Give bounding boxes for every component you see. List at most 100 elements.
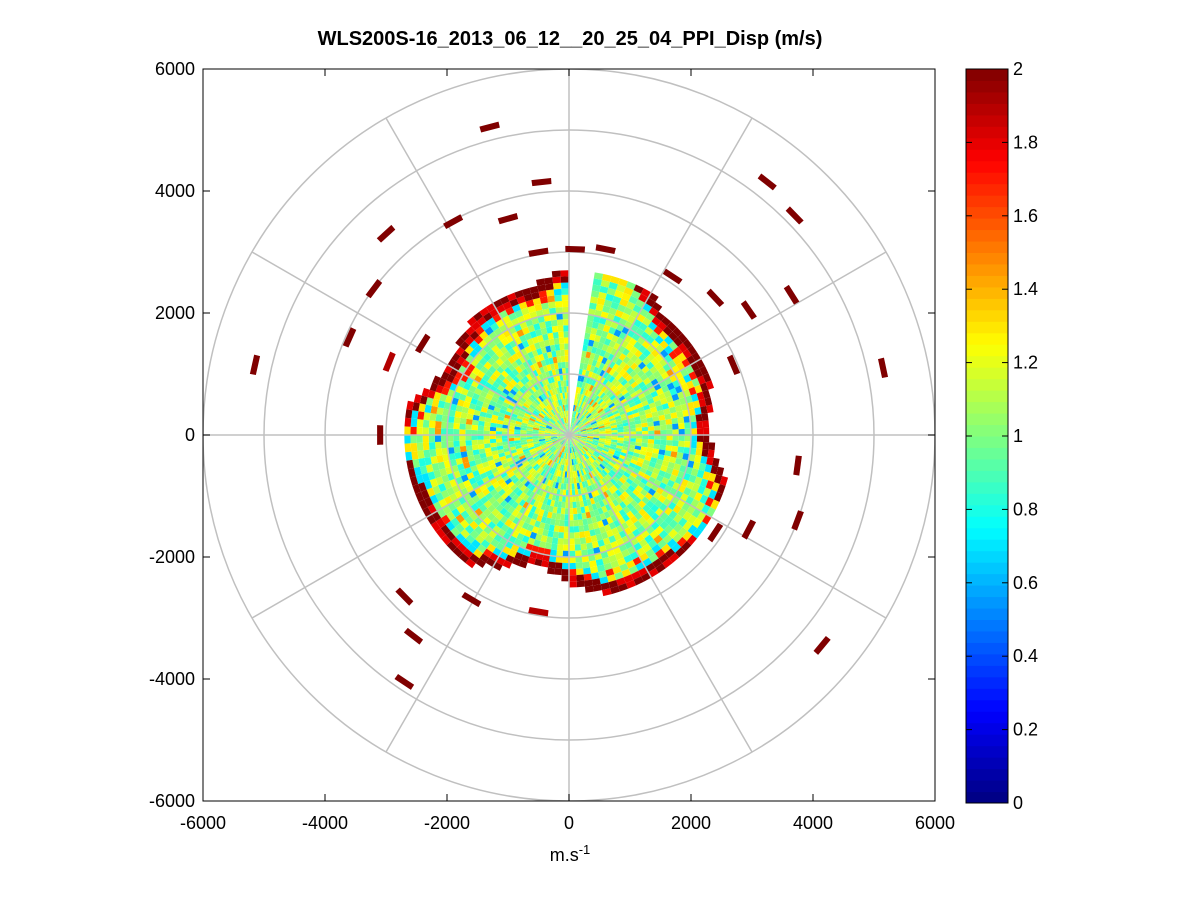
data-cell [578, 368, 583, 376]
data-cell [443, 460, 452, 469]
data-cell [441, 534, 452, 546]
data-cell [694, 492, 703, 502]
data-cell [546, 536, 553, 544]
data-cell [482, 548, 493, 558]
data-cell [476, 463, 484, 470]
data-cell [468, 385, 477, 393]
data-cell [577, 406, 582, 413]
data-cell [663, 455, 671, 462]
data-cell [404, 417, 412, 427]
data-cell [476, 491, 486, 500]
data-cell [482, 344, 492, 354]
data-cell [447, 422, 454, 429]
data-cell [543, 548, 551, 556]
data-cell [597, 342, 604, 350]
data-cell [555, 400, 560, 407]
data-cell [581, 432, 588, 434]
data-cell [428, 427, 435, 435]
data-cell [585, 441, 592, 445]
data-cell [641, 340, 651, 349]
data-cell [533, 441, 540, 445]
data-cell [537, 404, 544, 411]
data-cell [464, 395, 473, 403]
data-cell [694, 476, 703, 486]
data-cell [589, 456, 595, 463]
data-cell [529, 491, 536, 499]
data-cell [539, 427, 546, 430]
data-cell [599, 438, 606, 441]
data-cell [586, 451, 592, 457]
data-cell [590, 455, 597, 461]
data-cell [532, 463, 539, 470]
data-cell [562, 550, 569, 557]
data-cell [478, 521, 488, 531]
data-cell [564, 355, 569, 362]
data-cell [598, 439, 606, 443]
data-cell [682, 348, 692, 359]
data-cell [586, 438, 593, 442]
data-cell [504, 478, 513, 485]
data-cell [471, 429, 478, 435]
data-cell [573, 513, 578, 521]
data-cell [451, 508, 461, 518]
data-cell [535, 533, 543, 542]
data-cell [539, 442, 547, 446]
data-cell [579, 482, 584, 489]
data-cell [482, 353, 492, 362]
data-cell [530, 385, 537, 393]
data-cell [505, 453, 513, 460]
data-cell [563, 331, 569, 338]
data-cell [564, 508, 569, 515]
data-cell [591, 454, 598, 460]
data-cell [675, 547, 686, 558]
data-cell [581, 381, 586, 389]
data-cell [537, 459, 544, 466]
data-cell [469, 511, 479, 521]
data-cell [574, 483, 578, 490]
data-cell [598, 291, 607, 300]
data-cell [423, 449, 431, 458]
data-cell [688, 454, 696, 462]
data-cell [535, 406, 542, 412]
data-cell [501, 438, 509, 443]
data-cell [581, 416, 587, 423]
data-cell [605, 366, 613, 374]
data-cell [641, 496, 650, 505]
data-cell [540, 443, 547, 448]
data-cell [535, 458, 542, 464]
data-cell [547, 459, 553, 466]
data-cell [640, 488, 648, 497]
data-cell [556, 544, 564, 551]
data-cell [607, 452, 614, 458]
data-cell [550, 499, 556, 507]
data-cell [520, 441, 528, 446]
data-cell [515, 418, 523, 423]
data-cell [576, 464, 581, 471]
data-cell [516, 390, 524, 397]
data-cell [502, 424, 509, 429]
colorbar-band [966, 757, 1008, 770]
data-cell [555, 463, 560, 470]
data-cell [586, 390, 592, 397]
data-cell [634, 357, 643, 366]
data-cell [515, 350, 524, 359]
data-cell [562, 544, 569, 551]
data-cell [673, 337, 683, 347]
data-cell [654, 463, 662, 470]
data-cell [470, 465, 478, 473]
data-cell [487, 357, 496, 366]
data-cell [588, 554, 596, 562]
data-cell [479, 330, 489, 340]
data-cell [571, 410, 575, 418]
data-cell [547, 452, 553, 458]
data-cell [588, 308, 596, 316]
data-cell [469, 349, 479, 359]
data-cell [547, 412, 553, 418]
data-cell [648, 430, 655, 435]
data-cell [562, 417, 566, 424]
data-cell [589, 407, 595, 414]
data-cell [471, 424, 479, 431]
data-cell [652, 448, 660, 455]
data-cell [490, 488, 498, 497]
data-cell [653, 420, 660, 427]
